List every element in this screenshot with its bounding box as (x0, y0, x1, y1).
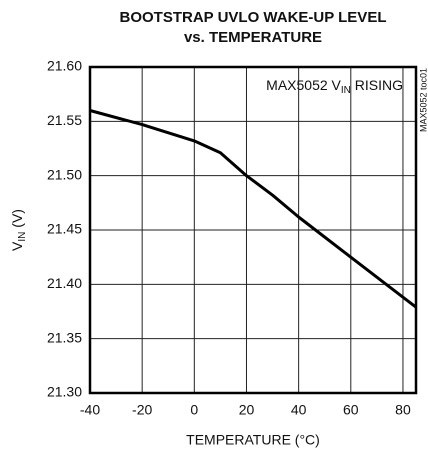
annotation-sub: IN (341, 85, 351, 96)
side-note: MAX5052 toc01 (418, 68, 428, 132)
plot-frame (88, 65, 418, 395)
x-axis-label: TEMPERATURE (°C) (186, 432, 320, 448)
x-tick-label: 40 (291, 402, 307, 418)
y-tick-label: 21.55 (47, 112, 82, 128)
x-tick-label: 0 (190, 402, 198, 418)
chart-title: vs. TEMPERATURE (184, 29, 322, 46)
annotation-tail: RISING (351, 77, 403, 93)
annotation: MAX5052 VIN RISING (266, 77, 403, 96)
y-tick-label: 21.40 (47, 275, 82, 291)
y-label-sub: IN (17, 232, 28, 242)
chart-title: BOOTSTRAP UVLO WAKE-UP LEVEL (120, 9, 387, 26)
y-tick-label: 21.35 (47, 329, 82, 345)
x-tick-label: 20 (239, 402, 255, 418)
y-tick-label: 21.50 (47, 166, 82, 182)
x-tick-label: 80 (395, 402, 411, 418)
y-label-tail: (V) (9, 209, 25, 232)
y-tick-label: 21.60 (47, 58, 82, 74)
y-axis-label: VIN (V) (9, 209, 28, 251)
x-tick-label: 60 (343, 402, 359, 418)
y-label-main: V (9, 241, 25, 251)
y-tick-label: 21.30 (47, 384, 82, 400)
x-tick-label: -40 (80, 402, 100, 418)
data-line (89, 109, 417, 309)
x-tick-label: -20 (132, 402, 152, 418)
annotation-main: MAX5052 V (266, 77, 341, 93)
y-tick-label: 21.45 (47, 221, 82, 237)
